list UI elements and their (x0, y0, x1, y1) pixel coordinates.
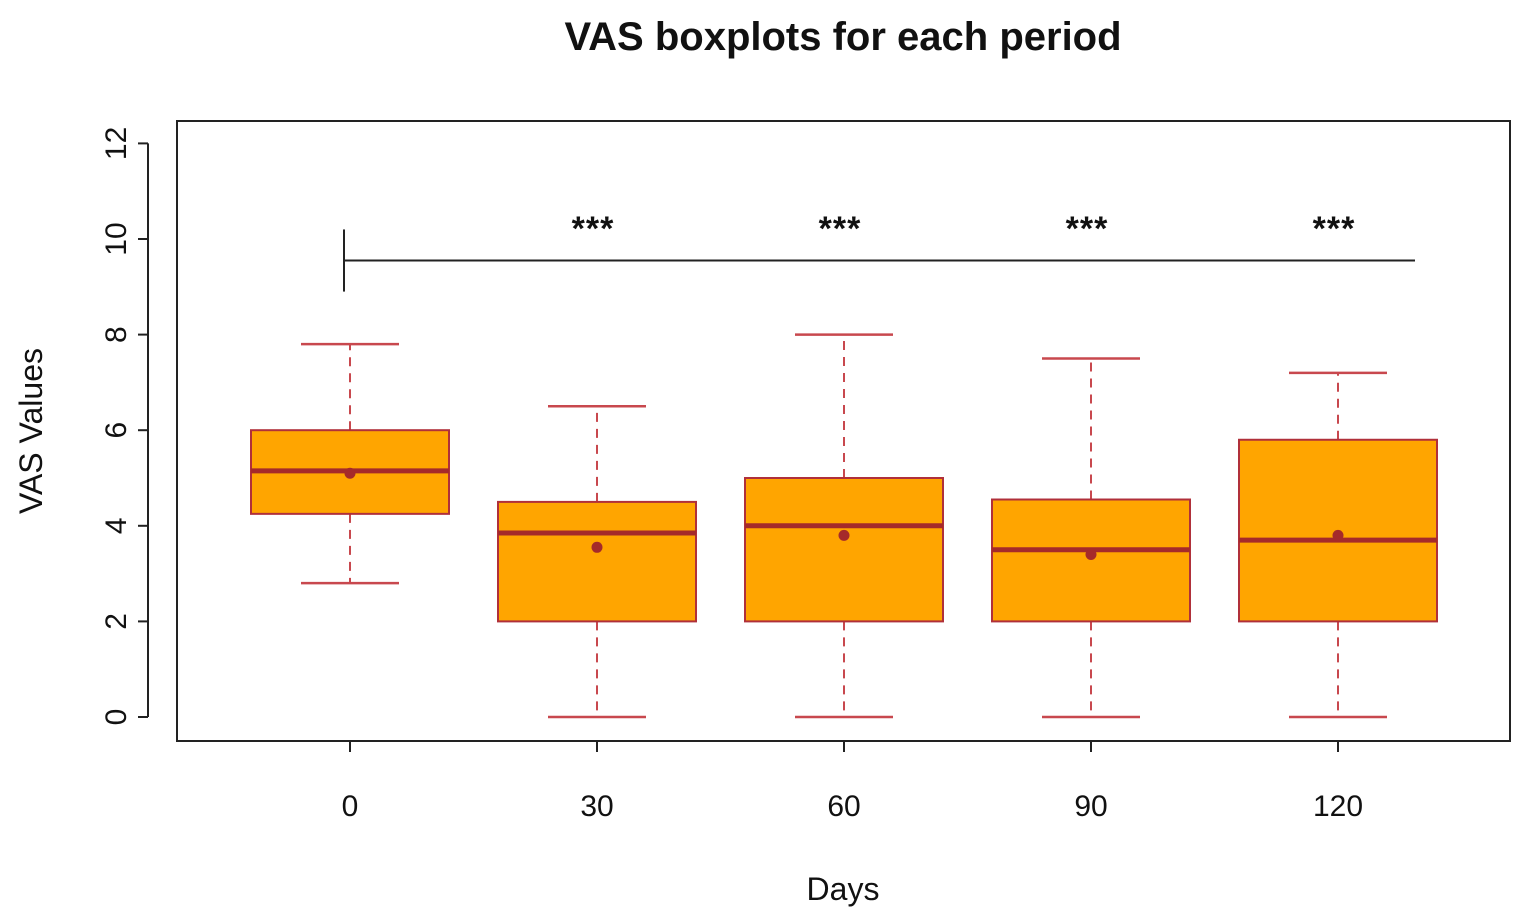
x-axis: 0 30 60 90 120 (342, 740, 1363, 823)
chart-title: VAS boxplots for each period (564, 15, 1121, 59)
iqr-box (497, 500, 697, 623)
box-group (991, 357, 1191, 719)
x-tick-label: 30 (580, 790, 613, 823)
mean-point (838, 529, 850, 541)
x-tick-label: 60 (827, 790, 860, 823)
box-group (250, 342, 450, 585)
y-tick-label: 2 (100, 613, 133, 630)
x-axis-label: Days (807, 871, 880, 907)
x-tick-label: 0 (342, 790, 359, 823)
significance-mark: *** (1066, 210, 1109, 248)
y-tick-label: 6 (100, 422, 133, 439)
mean-point (344, 467, 356, 479)
significance-annotation: *** *** *** *** (343, 210, 1415, 292)
y-tick-label: 4 (100, 517, 133, 534)
box-group (744, 333, 944, 719)
x-tick-label: 120 (1313, 790, 1363, 823)
y-axis: 0 2 4 6 8 10 12 (100, 127, 149, 726)
y-tick-label: 10 (100, 222, 133, 255)
y-tick-label: 12 (100, 127, 133, 160)
box-group (497, 405, 697, 719)
significance-mark: *** (1313, 210, 1356, 248)
y-tick-label: 0 (100, 709, 133, 726)
box-series (250, 333, 1438, 719)
mean-point (591, 541, 603, 553)
significance-mark: *** (572, 210, 615, 248)
y-axis-label: VAS Values (13, 348, 49, 514)
y-tick-label: 8 (100, 326, 133, 343)
box-group (1238, 371, 1438, 719)
iqr-box (991, 498, 1191, 623)
iqr-box (744, 477, 944, 623)
mean-point (1332, 529, 1344, 541)
mean-point (1085, 548, 1097, 560)
significance-mark: *** (819, 210, 862, 248)
x-tick-label: 90 (1074, 790, 1107, 823)
